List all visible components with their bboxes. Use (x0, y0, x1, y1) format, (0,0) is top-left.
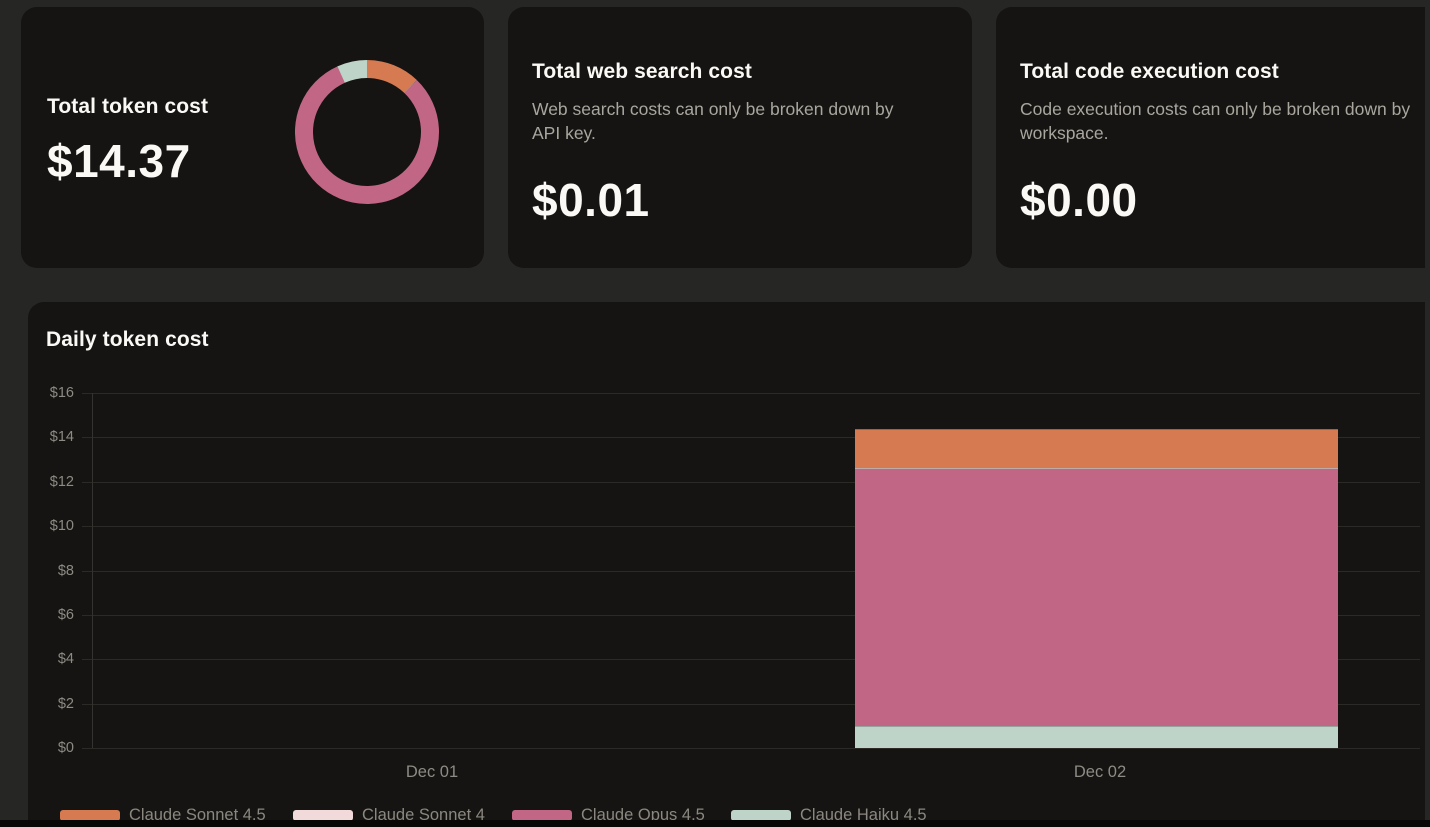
gridline-16 (82, 393, 1420, 394)
legend-swatch-icon (293, 809, 353, 821)
gridline-8 (82, 570, 1420, 572)
stack-band-claude-sonnet-4 (855, 467, 1338, 469)
bottom-edge-bar (0, 820, 1430, 827)
legend-swatch-icon (60, 809, 120, 821)
stack-band-claude-opus-4-5 (855, 467, 1338, 727)
legend-item-claude-sonnet-4-5: Claude Sonnet 4.5 (60, 805, 266, 824)
legend-item-claude-opus-4-5: Claude Opus 4.5 (512, 805, 705, 824)
y-axis-label: $8 (57, 562, 74, 579)
total-web-search-cost-description: Web search costs can only be broken down… (532, 99, 894, 143)
x-axis-label-dec-01: Dec 01 (405, 763, 459, 781)
y-axis-label: $10 (49, 518, 74, 535)
total-token-cost-value: $14.37 (47, 135, 191, 187)
gridline-2 (82, 703, 1420, 705)
total-token-cost-card: Total token cost $14.37 (21, 7, 484, 268)
daily-token-cost-title: Daily token cost (46, 328, 209, 351)
y-axis-line (92, 393, 93, 748)
y-axis-label: $2 (57, 695, 74, 712)
legend-item-claude-haiku-4-5: Claude Haiku 4.5 (731, 805, 927, 824)
y-axis-label: $16 (49, 385, 74, 401)
y-axis-label: $12 (49, 473, 74, 490)
gridline-10 (82, 526, 1420, 528)
total-code-execution-cost-card: Total code execution cost Code execution… (996, 7, 1425, 268)
legend-swatch-icon (731, 809, 791, 821)
gridline-0 (82, 748, 1420, 749)
gridline-4 (82, 659, 1420, 661)
legend-label: Claude Sonnet 4 (362, 805, 485, 824)
total-web-search-cost-value: $0.01 (532, 174, 650, 226)
total-code-execution-cost-value: $0.00 (1020, 174, 1138, 226)
legend-swatch-icon (512, 809, 572, 821)
total-token-cost-title: Total token cost (47, 95, 209, 118)
legend-label: Claude Haiku 4.5 (800, 805, 927, 824)
donut-segment-claude-sonnet-4 (295, 60, 439, 204)
gridline-14 (82, 437, 1420, 439)
total-web-search-cost-card: Total web search cost Web search costs c… (508, 7, 972, 268)
x-axis-label-dec-02: Dec 02 (1073, 763, 1127, 781)
y-axis-label: $14 (49, 429, 74, 446)
gridline-12 (82, 481, 1420, 483)
donut-segment-claude-haiku-4-5 (295, 60, 439, 204)
y-axis-label: $0 (57, 740, 74, 756)
legend-item-claude-sonnet-4: Claude Sonnet 4 (293, 805, 485, 824)
donut-segment-claude-opus-4-5 (295, 60, 439, 204)
total-web-search-cost-title: Total web search cost (532, 60, 752, 83)
total-code-execution-cost-title: Total code execution cost (1020, 60, 1279, 83)
y-axis-label: $4 (57, 651, 74, 668)
daily-token-cost-plot: $16 $14 $12 $10 $8 $6 $4 $2 $0 Dec 01 Dec 02 Claude… (28, 302, 1425, 827)
legend-label: Claude Sonnet 4.5 (129, 805, 266, 824)
daily-token-cost-card: Daily token cost $16 $14 $12 $10 $8 $6 $4 $2 $0 D… (28, 302, 1425, 827)
stack-band-claude-haiku-4-5 (855, 726, 1338, 748)
gridline-6 (82, 614, 1420, 616)
stack-band-claude-sonnet-4-5 (855, 429, 1338, 468)
legend-label: Claude Opus 4.5 (581, 805, 705, 824)
token-cost-donut-chart (295, 60, 439, 204)
y-axis-label: $6 (57, 606, 74, 623)
total-code-execution-cost-description: Code execution costs can only be broken … (1020, 99, 1411, 143)
